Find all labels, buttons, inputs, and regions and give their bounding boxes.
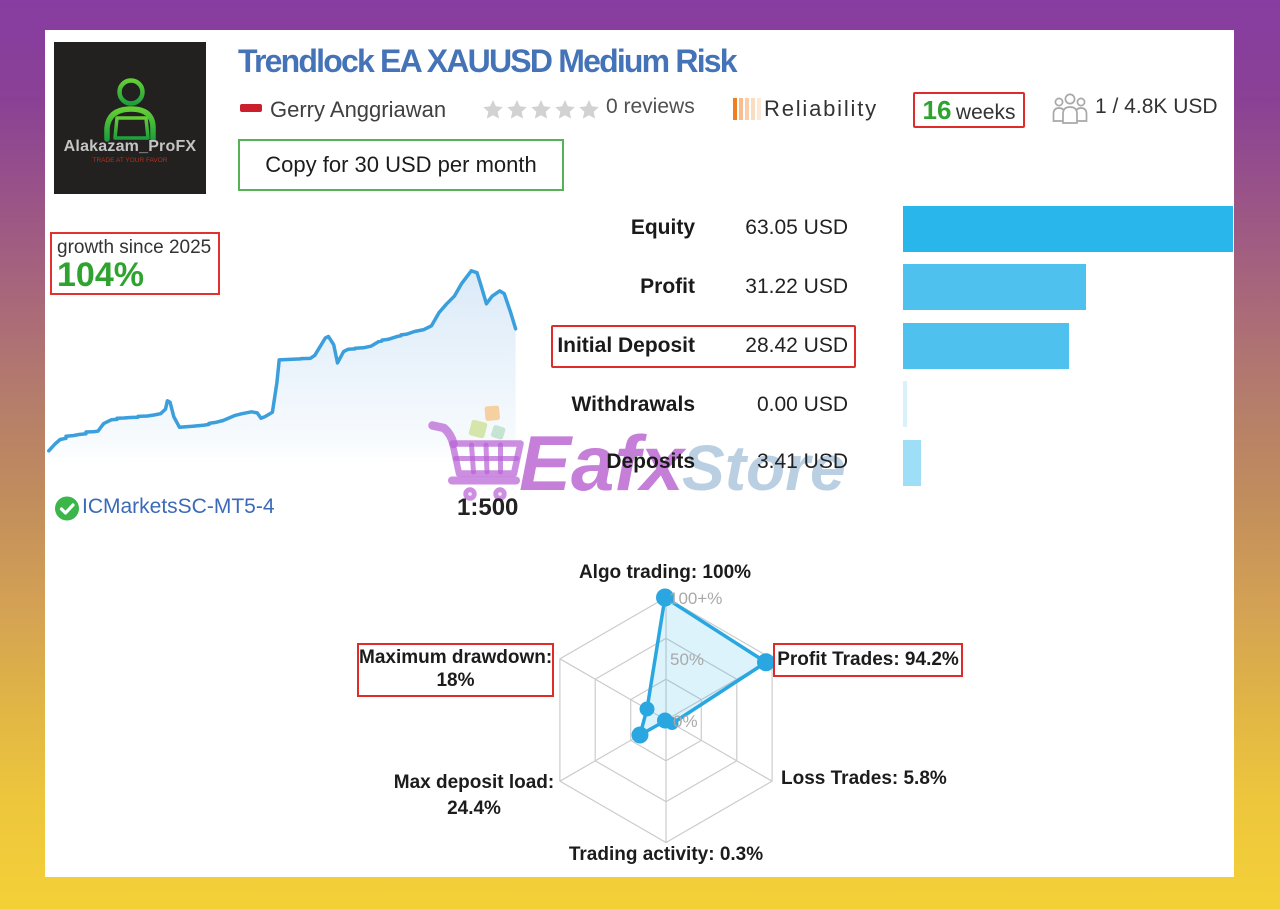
svg-text:TRADE AT YOUR FAVOR: TRADE AT YOUR FAVOR xyxy=(92,157,167,164)
svg-text:Alakazam_ProFX: Alakazam_ProFX xyxy=(64,138,197,155)
